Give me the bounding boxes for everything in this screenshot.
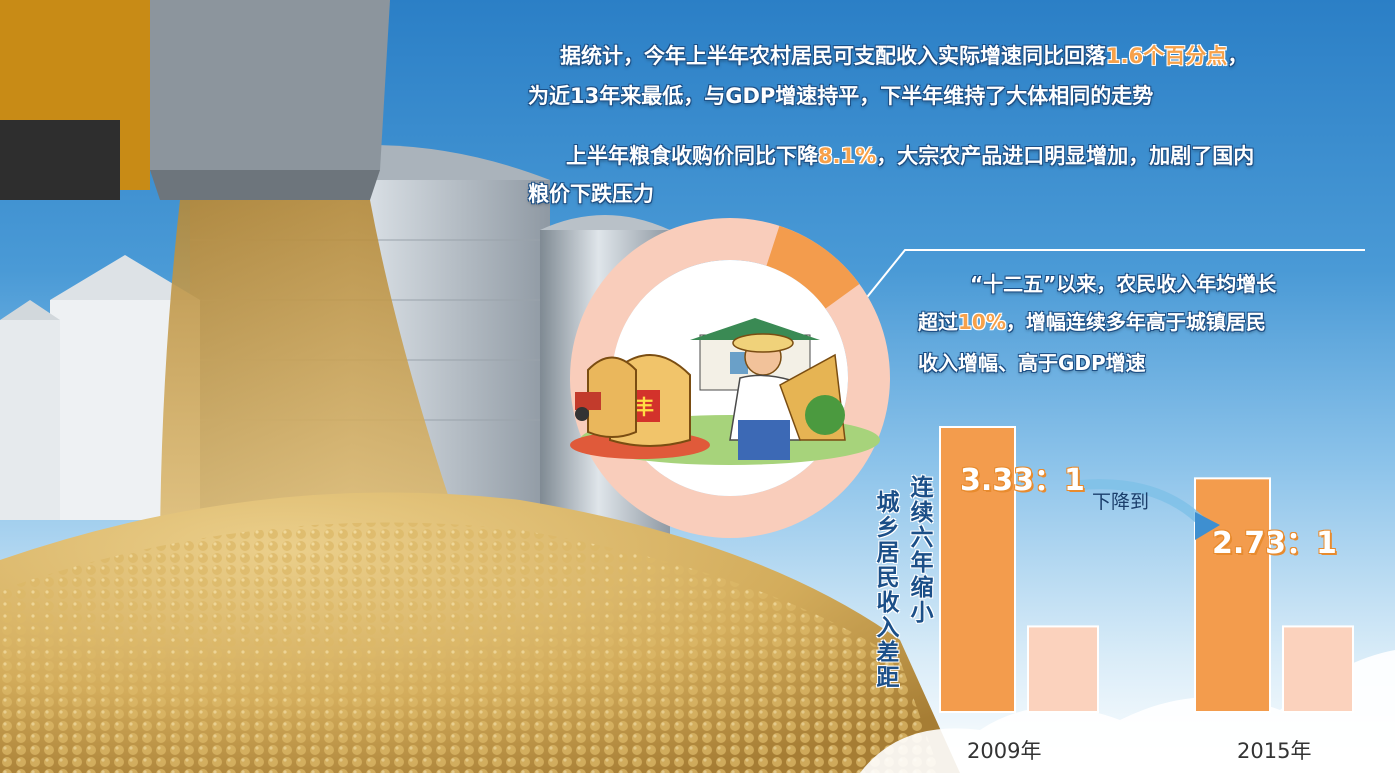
- bar-2015年-series-1: [1194, 477, 1271, 713]
- side-label-col-1: 连续六年缩小: [906, 475, 932, 625]
- grain-price-highlight: 8.1%: [818, 144, 877, 168]
- farmer-income-line-2: 超过10%，增幅连续多年高于城镇居民: [918, 306, 1266, 335]
- income-growth-line-1: 据统计，今年上半年农村居民可支配收入实际增速同比回落1.6个百分点，: [560, 40, 1248, 70]
- x-tick-label-2009: 2009年: [967, 739, 1042, 763]
- farmer-income-line-3: 收入增幅、高于GDP增速: [918, 351, 1146, 375]
- ratio-bar-chart: [939, 426, 1354, 714]
- side-label-col-2: 城乡居民收入差距: [872, 490, 898, 690]
- grain-spout-icon: [120, 0, 390, 170]
- bar-2009年-series-1: [939, 426, 1016, 713]
- income-growth-line-2: 为近13年来最低，与GDP增速持平，下半年维持了大体相同的走势: [528, 84, 1154, 108]
- ratio-label-2009: 3.33：1: [960, 463, 1085, 498]
- sack-emblem: 丰: [634, 395, 654, 419]
- decrease-annotation: 下降到: [1092, 491, 1150, 513]
- income-growth-text: 据统计，今年上半年农村居民可支配收入实际增速同比回落: [560, 44, 1106, 68]
- grain-price-line-2: 粮价下跌压力: [528, 182, 654, 206]
- income-growth-suffix: ，: [1227, 44, 1249, 68]
- income-growth-highlight: 1.6个百分点: [1106, 44, 1228, 68]
- grain-price-line-1: 上半年粮食收购价同比下降8.1%，大宗农产品进口明显增加，加剧了国内: [566, 140, 1254, 170]
- grain-price-suffix: ，大宗农产品进口明显增加，加剧了国内: [876, 144, 1255, 168]
- trend-arrow-icon: [1079, 479, 1209, 529]
- bar-2009年-series-2: [1027, 625, 1099, 714]
- bar-2015年-series-2: [1282, 625, 1354, 714]
- trend-arrow-head: [1195, 512, 1220, 540]
- cloud: [860, 650, 1395, 773]
- farmer-income-prefix: 超过: [918, 310, 958, 334]
- farmer-income-suffix: ，增幅连续多年高于城镇居民: [1005, 310, 1266, 334]
- donut-highlight-segment: [766, 225, 860, 309]
- x-tick-label-2015: 2015年: [1237, 739, 1312, 763]
- callout-line: [854, 249, 1365, 313]
- farmer-income-highlight: 10%: [958, 310, 1006, 334]
- grain-stream: [160, 200, 470, 560]
- farmer-income-line-1: “十二五”以来，农民收入年均增长: [970, 272, 1277, 296]
- farmer-illustration-icon: 丰: [570, 318, 880, 465]
- grain-price-text: 上半年粮食收购价同比下降: [566, 144, 818, 168]
- ratio-label-2015: 2.73：1: [1212, 526, 1337, 561]
